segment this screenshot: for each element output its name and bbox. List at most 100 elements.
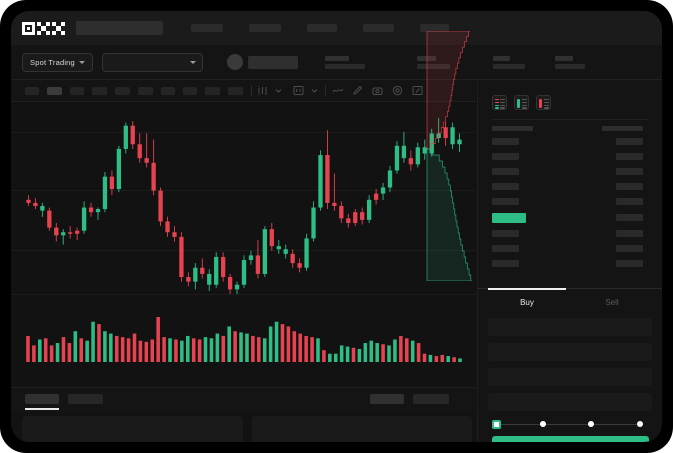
volume-series	[26, 317, 462, 362]
gridline	[11, 250, 476, 251]
stat-24h-high	[492, 55, 525, 69]
bottom-panel-left[interactable]	[22, 416, 243, 442]
stat-label	[554, 55, 573, 61]
order-amount-field[interactable]	[488, 343, 652, 361]
footer-button-1[interactable]	[370, 394, 404, 404]
active-tab-indicator	[25, 408, 59, 410]
place-order-button[interactable]	[492, 436, 649, 442]
order-price-field[interactable]	[488, 318, 652, 336]
slider-track	[496, 423, 643, 425]
orderbook-mode-asks[interactable]	[536, 95, 551, 110]
stat-label	[416, 55, 436, 61]
chevron-down-icon[interactable]	[272, 84, 285, 97]
slider-stop-75[interactable]	[637, 421, 643, 427]
orderbook-row-size	[616, 230, 643, 237]
stat-24h-change	[416, 55, 450, 69]
stat-value	[492, 63, 525, 69]
gridline	[11, 132, 476, 133]
orderbook-row[interactable]	[492, 230, 519, 237]
stat-value	[554, 63, 585, 69]
orderbook-row[interactable]	[492, 198, 519, 205]
stat-last-price	[324, 55, 365, 69]
stat-value	[416, 63, 450, 69]
chevron-down-icon	[189, 60, 196, 64]
gridline	[11, 294, 476, 295]
timeframe-button-8[interactable]	[183, 86, 197, 95]
orderbook-row[interactable]	[492, 138, 519, 145]
timeframe-button-9[interactable]	[205, 86, 220, 95]
timeframe-button-1[interactable]	[25, 86, 39, 95]
orderbook-row[interactable]	[492, 168, 519, 175]
settings-icon[interactable]	[391, 84, 404, 97]
orderbook-row-size	[616, 198, 643, 205]
logo-letter-x	[52, 21, 65, 35]
orderbook-row[interactable]	[492, 183, 519, 190]
orderbook-row[interactable]	[492, 260, 519, 267]
timeframe-button-4[interactable]	[92, 86, 107, 95]
nav-item-earn[interactable]	[363, 24, 394, 32]
order-form-fields	[478, 318, 662, 418]
bottom-panels	[11, 412, 476, 442]
orderbook-column-header-price	[492, 126, 533, 131]
timeframe-button-6[interactable]	[138, 86, 153, 95]
pair-name	[247, 55, 298, 69]
logo-letter-k	[37, 21, 50, 35]
slider-stop-50[interactable]	[588, 421, 594, 427]
slider-handle[interactable]	[492, 420, 501, 429]
active-tab-indicator	[488, 287, 566, 290]
timeframe-button-7[interactable]	[161, 86, 175, 95]
orderbook-row-size	[616, 214, 643, 221]
trading-mode-select[interactable]: Spot Trading	[22, 52, 93, 72]
chevron-down-icon[interactable]	[308, 84, 321, 97]
okx-logo[interactable]	[22, 21, 66, 35]
nav-item-derivatives[interactable]	[307, 24, 337, 32]
orderbook-row-selected[interactable]	[492, 213, 526, 223]
price-chart[interactable]	[11, 102, 476, 387]
toolbar-divider	[251, 85, 252, 96]
orderbook-mode-bids[interactable]	[514, 95, 529, 110]
amount-slider[interactable]	[492, 418, 649, 430]
line-chart-icon[interactable]	[331, 84, 344, 97]
app-screen: Spot Trading	[11, 11, 662, 442]
tab-sell[interactable]: Sell	[605, 298, 619, 307]
orderbook-row[interactable]	[492, 153, 519, 160]
tab-buy[interactable]: Buy	[520, 298, 534, 307]
footer-tab-positions[interactable]	[68, 394, 103, 404]
orderbook-row[interactable]	[492, 245, 519, 252]
orderbook-row-size	[616, 168, 643, 175]
stat-label	[324, 55, 349, 61]
search-input[interactable]	[76, 21, 163, 35]
orderbook-mode-both[interactable]	[492, 95, 507, 110]
pencil-icon[interactable]	[351, 84, 364, 97]
order-total-field[interactable]	[488, 368, 652, 386]
orderbook-row-size	[616, 138, 643, 145]
timeframe-button-2[interactable]	[47, 86, 62, 95]
nav-item-more[interactable]	[420, 24, 449, 32]
trade-side-tabs: Buy Sell	[478, 287, 662, 318]
timeframe-button-5[interactable]	[115, 86, 130, 95]
orderbook-row-size	[616, 245, 643, 252]
top-navigation-bar	[11, 11, 662, 45]
indicator-icon[interactable]	[292, 84, 305, 97]
footer-tab-orders[interactable]	[25, 394, 59, 404]
orderbook-column-header-size	[602, 126, 643, 131]
camera-icon[interactable]	[371, 84, 384, 97]
fullscreen-icon[interactable]	[411, 84, 424, 97]
nav-item-markets[interactable]	[191, 24, 223, 32]
timeframe-button-10[interactable]	[228, 86, 243, 95]
slider-stop-25[interactable]	[540, 421, 546, 427]
stat-label	[492, 55, 510, 61]
timeframe-button-3[interactable]	[70, 86, 84, 95]
orderbook-row-size	[616, 183, 643, 190]
pair-select[interactable]	[101, 52, 203, 72]
order-extra-field[interactable]	[488, 393, 652, 411]
market-header: Spot Trading	[11, 45, 662, 80]
nav-item-trade[interactable]	[249, 24, 281, 32]
footer-button-2[interactable]	[413, 394, 449, 404]
bottom-panel-right[interactable]	[251, 416, 472, 442]
candlestick-icon[interactable]	[256, 84, 269, 97]
chart-toolbar	[11, 80, 476, 102]
chart-footer-tabs	[11, 387, 476, 412]
orderbook-row-size	[616, 153, 643, 160]
